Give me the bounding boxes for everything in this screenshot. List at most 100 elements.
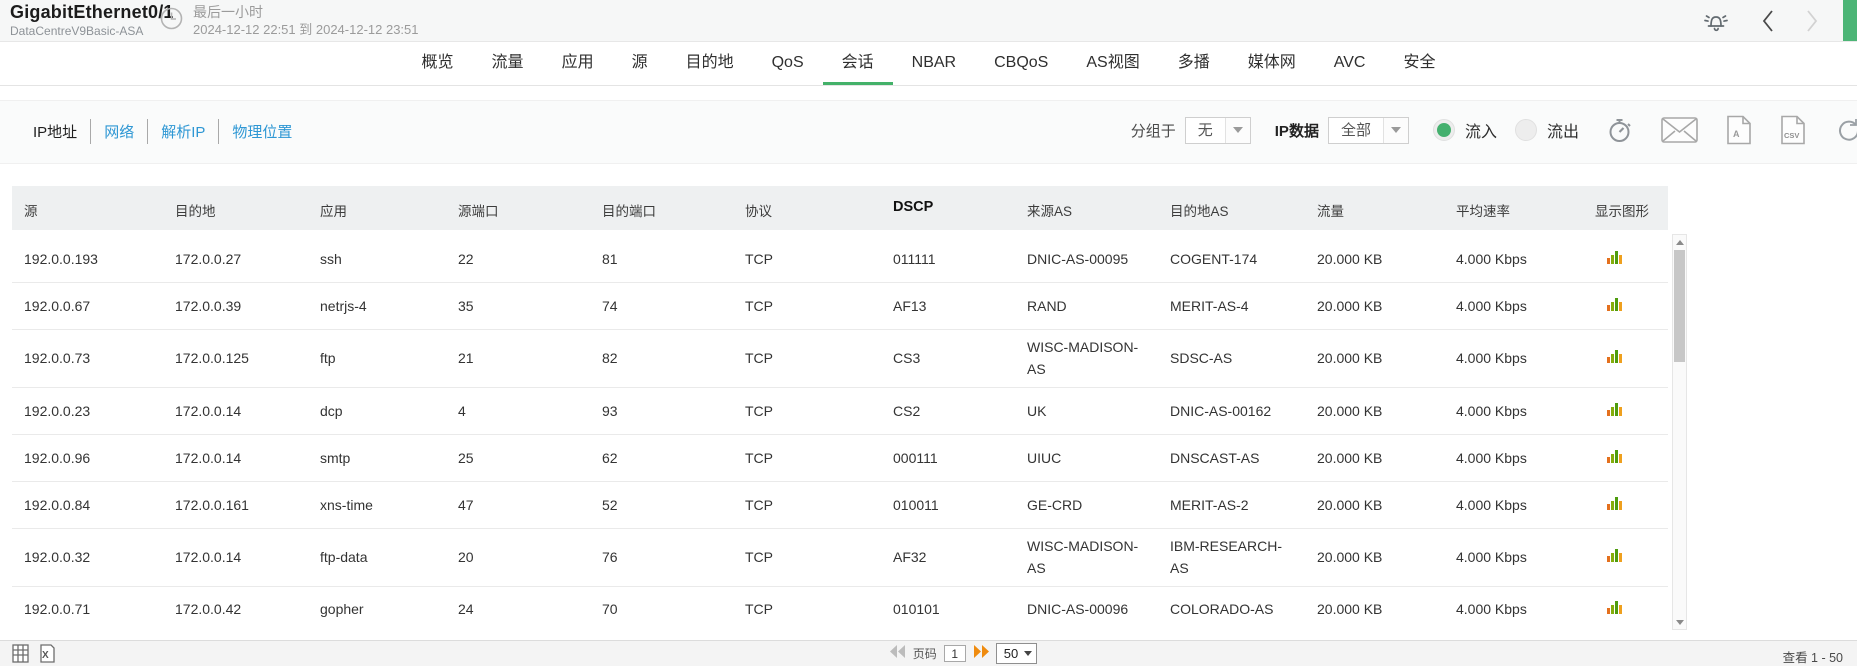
cell-application: ftp bbox=[320, 350, 336, 367]
back-chevron-icon[interactable] bbox=[1761, 9, 1775, 38]
cell-avg-rate: 4.000 Kbps bbox=[1456, 449, 1527, 466]
cell-traffic: 20.000 KB bbox=[1317, 350, 1383, 367]
cell-application: gopher bbox=[320, 601, 364, 618]
cell-source-as: GE-CRD bbox=[1027, 496, 1083, 513]
column-header[interactable]: 源端口 bbox=[458, 204, 499, 219]
cell-graph bbox=[1583, 289, 1668, 323]
column-header[interactable]: 平均速率 bbox=[1456, 204, 1510, 219]
column-header[interactable]: 协议 bbox=[745, 204, 772, 219]
traffic-in-radio[interactable] bbox=[1432, 119, 1455, 141]
next-page-icon[interactable] bbox=[973, 644, 989, 663]
nav-tab[interactable]: 媒体网 bbox=[1247, 54, 1296, 71]
nav-tab[interactable]: CBQoS bbox=[994, 54, 1049, 71]
timer-icon[interactable] bbox=[1606, 116, 1633, 144]
time-range-block[interactable]: 最后一小时 2024-12-12 22:51 到 2024-12-12 23:5… bbox=[160, 4, 419, 38]
nav-tab[interactable]: 概览 bbox=[421, 54, 454, 71]
alarm-bell-icon[interactable] bbox=[1701, 7, 1731, 40]
cell-destination-as: COGENT-174 bbox=[1170, 250, 1258, 267]
cell-traffic: 20.000 KB bbox=[1317, 402, 1383, 419]
scrollbar-thumb[interactable] bbox=[1674, 250, 1685, 362]
prev-page-icon[interactable] bbox=[889, 644, 906, 663]
ip-data-select[interactable]: 全部 bbox=[1327, 116, 1409, 144]
table-row[interactable]: 192.0.0.193 172.0.0.27 ssh 22 81 TCP 011… bbox=[12, 236, 1668, 283]
cell-dscp: 010011 bbox=[893, 496, 939, 513]
table-row[interactable]: 192.0.0.84 172.0.0.161 xns-time 47 52 TC… bbox=[12, 481, 1668, 529]
bar-chart-icon[interactable] bbox=[1607, 600, 1622, 615]
scroll-down-icon[interactable] bbox=[1673, 615, 1686, 629]
page-title: GigabitEthernet0/1 bbox=[10, 2, 174, 22]
column-header[interactable]: 源 bbox=[24, 204, 38, 219]
nav-tab[interactable]: AS视图 bbox=[1086, 54, 1140, 71]
cell-avg-rate: 4.000 Kbps bbox=[1456, 250, 1527, 267]
cell-source-as: RAND bbox=[1027, 297, 1067, 314]
cell-application: smtp bbox=[320, 449, 351, 466]
cell-protocol: TCP bbox=[745, 402, 773, 419]
nav-tab[interactable]: AVC bbox=[1333, 54, 1366, 71]
bar-chart-icon[interactable] bbox=[1607, 349, 1622, 364]
vertical-scrollbar[interactable] bbox=[1672, 234, 1687, 630]
page-size-select[interactable]: 50 bbox=[995, 643, 1038, 664]
group-by-select[interactable]: 无 bbox=[1184, 116, 1251, 144]
cell-destination-port: 82 bbox=[602, 350, 618, 367]
csv-export-icon[interactable]: CSV bbox=[1780, 115, 1806, 145]
excel-export-icon[interactable]: X bbox=[38, 644, 55, 666]
nav-tab[interactable]: 会话 bbox=[823, 43, 893, 85]
nav-tab[interactable]: 源 bbox=[631, 54, 648, 71]
traffic-out-radio[interactable] bbox=[1514, 119, 1537, 141]
svg-text:CSV: CSV bbox=[1784, 131, 1799, 140]
table-row[interactable]: 192.0.0.71 172.0.0.42 gopher 24 70 TCP 0… bbox=[12, 586, 1668, 632]
bar-chart-icon[interactable] bbox=[1607, 250, 1622, 264]
nav-tab[interactable]: 多播 bbox=[1177, 54, 1210, 71]
cell-destination-port: 76 bbox=[602, 548, 618, 565]
side-panel-tab[interactable] bbox=[1843, 0, 1857, 41]
column-header[interactable]: 目的端口 bbox=[602, 204, 656, 219]
bar-chart-icon[interactable] bbox=[1607, 402, 1622, 416]
cell-source: 192.0.0.193 bbox=[24, 250, 98, 267]
column-header[interactable]: 来源AS bbox=[1027, 204, 1073, 219]
app-header: GigabitEthernet0/1 DataCentreV9Basic-ASA… bbox=[0, 0, 1857, 42]
table-row[interactable]: 192.0.0.67 172.0.0.39 netrjs-4 35 74 TCP… bbox=[12, 283, 1668, 330]
nav-tab[interactable]: 目的地 bbox=[685, 54, 734, 71]
cell-destination: 172.0.0.14 bbox=[175, 402, 242, 419]
bar-chart-icon[interactable] bbox=[1607, 496, 1622, 510]
chevron-down-icon bbox=[1024, 651, 1033, 656]
refresh-icon[interactable] bbox=[1834, 116, 1857, 144]
view-mode-link[interactable]: IP地址 bbox=[33, 124, 78, 141]
view-mode-link[interactable]: 物理位置 bbox=[218, 119, 305, 144]
bar-chart-icon[interactable] bbox=[1607, 297, 1622, 311]
forward-chevron-icon[interactable] bbox=[1805, 9, 1819, 38]
header-actions bbox=[1701, 7, 1819, 40]
cell-dscp: CS2 bbox=[893, 402, 921, 419]
cell-destination: 172.0.0.161 bbox=[175, 496, 249, 513]
cell-source-as: UK bbox=[1027, 402, 1047, 419]
email-icon[interactable] bbox=[1661, 117, 1698, 143]
view-mode-link[interactable]: 网络 bbox=[90, 119, 147, 144]
table-row[interactable]: 192.0.0.96 172.0.0.14 smtp 25 62 TCP 000… bbox=[12, 434, 1668, 482]
nav-tab[interactable]: 安全 bbox=[1403, 54, 1436, 71]
column-header[interactable]: 流量 bbox=[1317, 204, 1344, 219]
pdf-export-icon[interactable]: A bbox=[1726, 115, 1752, 145]
page-size-value: 50 bbox=[1003, 646, 1019, 661]
cell-graph bbox=[1583, 242, 1668, 276]
table-row[interactable]: 192.0.0.23 172.0.0.14 dcp 4 93 TCP CS2 U… bbox=[12, 387, 1668, 435]
nav-tab[interactable]: NBAR bbox=[911, 54, 957, 71]
view-mode-link[interactable]: 解析IP bbox=[147, 119, 218, 144]
bar-chart-icon[interactable] bbox=[1607, 548, 1622, 562]
nav-tab[interactable]: 流量 bbox=[491, 54, 524, 71]
column-header[interactable]: 应用 bbox=[320, 204, 347, 219]
page-number-input[interactable]: 1 bbox=[943, 645, 966, 662]
table-row[interactable]: 192.0.0.32 172.0.0.14 ftp-data 20 76 TCP… bbox=[12, 528, 1668, 587]
grid-view-icon[interactable] bbox=[12, 644, 29, 666]
column-header[interactable]: 目的地 bbox=[175, 204, 216, 219]
nav-tab[interactable]: QoS bbox=[771, 54, 804, 71]
nav-tab[interactable]: 应用 bbox=[561, 54, 594, 71]
column-header[interactable]: 目的地AS bbox=[1170, 204, 1229, 219]
bar-chart-icon[interactable] bbox=[1607, 449, 1622, 463]
cell-dscp: 011111 bbox=[893, 250, 936, 267]
column-header[interactable]: 显示图形 bbox=[1595, 204, 1649, 219]
scroll-up-icon[interactable] bbox=[1673, 235, 1686, 249]
cell-destination: 172.0.0.42 bbox=[175, 601, 242, 618]
cell-destination-as: DNSCAST-AS bbox=[1170, 449, 1260, 466]
column-header[interactable]: DSCP bbox=[893, 199, 934, 215]
table-row[interactable]: 192.0.0.73 172.0.0.125 ftp 21 82 TCP CS3… bbox=[12, 330, 1668, 388]
